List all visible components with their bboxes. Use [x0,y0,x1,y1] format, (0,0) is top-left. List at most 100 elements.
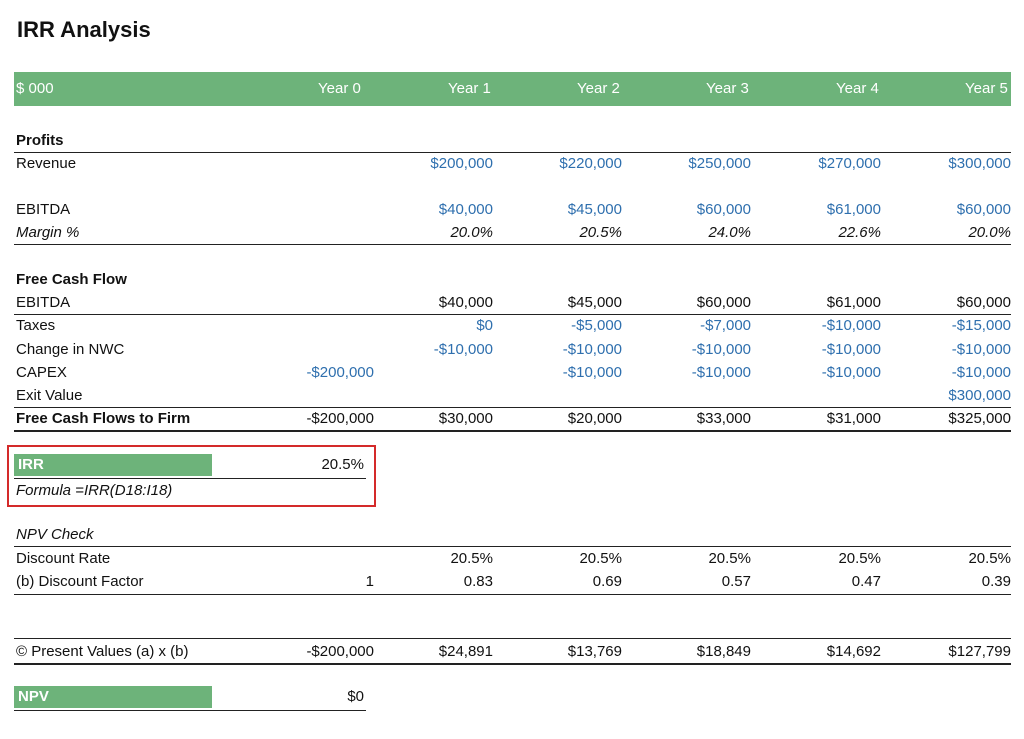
page-title: IRR Analysis [17,17,151,42]
cell: 0.39 [981,573,1011,590]
npv-value: $0 [347,688,364,705]
irr-label: IRR [14,454,212,476]
row-label: Discount Rate [16,550,111,567]
fcf-section-row: Free Cash Flow [14,268,1011,291]
cell: -$10,000 [951,364,1011,381]
nwc-row: Change in NWC -$10,000 -$10,000 -$10,000… [14,338,1011,361]
irr-formula: Formula =IRR(D18:I18) [16,482,173,499]
cell: -$200,000 [306,410,374,427]
cell: -$10,000 [433,341,493,358]
cell: $61,000 [826,201,881,218]
cell: $325,000 [948,410,1011,427]
ebitda-row: EBITDA $40,000 $45,000 $60,000 $61,000 $… [14,198,1011,221]
units-label: $ 000 [16,80,54,97]
row-label: Exit Value [16,387,83,404]
cell: -$200,000 [306,364,374,381]
cell: 0.69 [592,573,622,590]
irr-formula-row: Formula =IRR(D18:I18) [14,479,366,502]
cell: $31,000 [826,410,881,427]
cell: $60,000 [956,294,1011,311]
cell: $40,000 [438,201,493,218]
row-label: (b) Discount Factor [16,573,144,590]
cell: -$5,000 [571,317,622,334]
cell: -$10,000 [951,341,1011,358]
cell: -$10,000 [821,317,881,334]
cell: -$15,000 [951,317,1011,334]
cell: -$7,000 [700,317,751,334]
cell: $45,000 [567,201,622,218]
cell: $127,799 [948,643,1011,660]
cell: $24,891 [438,643,493,660]
year-0-header: Year 0 [318,80,361,97]
npv-check-title: NPV Check [16,526,94,543]
discount-rate-row: Discount Rate 20.5% 20.5% 20.5% 20.5% 20… [14,547,1011,570]
row-label: EBITDA [16,294,71,311]
year-2-header: Year 2 [577,80,620,97]
cell: -$10,000 [562,341,622,358]
row-label: CAPEX [16,364,67,381]
cell: 20.5% [579,550,622,567]
cell: 20.5% [708,550,751,567]
cell: -$10,000 [691,364,751,381]
row-label: Free Cash Flows to Firm [16,410,191,427]
cell: -$10,000 [821,341,881,358]
year-5-header: Year 5 [965,80,1008,97]
profits-section-row: Profits [14,129,1011,153]
cell: 20.0% [968,224,1011,241]
cell: $33,000 [696,410,751,427]
cell: 0.47 [851,573,881,590]
cell: 20.5% [968,550,1011,567]
row-label: Margin % [16,224,80,241]
cell: $45,000 [567,294,622,311]
cell: -$10,000 [821,364,881,381]
cell: 1 [365,573,374,590]
cell: $30,000 [438,410,493,427]
cell: $300,000 [948,387,1011,404]
irr-value: 20.5% [321,456,364,473]
present-values-row: © Present Values (a) x (b) -$200,000 $24… [14,640,1011,665]
cell: 20.5% [579,224,622,241]
cell: 20.0% [450,224,493,241]
fcf-total-row: Free Cash Flows to Firm -$200,000 $30,00… [14,407,1011,432]
cell: 22.6% [838,224,881,241]
fcf-ebitda-row: EBITDA $40,000 $45,000 $60,000 $61,000 $… [14,291,1011,315]
taxes-row: Taxes $0 -$5,000 -$7,000 -$10,000 -$15,0… [14,314,1011,337]
npv-underline [14,710,366,711]
cell: $0 [476,317,493,334]
npv-check-section-row: NPV Check [14,523,1011,547]
capex-row: CAPEX -$200,000 -$10,000 -$10,000 -$10,0… [14,361,1011,384]
revenue-row: Revenue $200,000 $220,000 $250,000 $270,… [14,152,1011,175]
cell: $61,000 [826,294,881,311]
margin-row: Margin % 20.0% 20.5% 24.0% 22.6% 20.0% [14,221,1011,245]
pv-top-divider [14,638,1011,639]
cell: -$200,000 [306,643,374,660]
row-label: Change in NWC [16,341,125,358]
cell: 0.83 [463,573,493,590]
cell: $250,000 [688,155,751,172]
row-label: Revenue [16,155,77,172]
cell: 0.57 [721,573,751,590]
profits-section-title: Profits [16,132,64,149]
year-4-header: Year 4 [836,80,879,97]
year-1-header: Year 1 [448,80,491,97]
header-band: $ 000 Year 0 Year 1 Year 2 Year 3 Year 4… [14,72,1011,106]
npv-label: NPV [14,686,212,708]
cell: $13,769 [567,643,622,660]
year-3-header: Year 3 [706,80,749,97]
cell: $60,000 [696,294,751,311]
irr-highlight-box [7,445,376,507]
cell: $14,692 [826,643,881,660]
factor-divider [14,594,1011,595]
cell: $270,000 [818,155,881,172]
cell: 20.5% [450,550,493,567]
discount-factor-row: (b) Discount Factor 1 0.83 0.69 0.57 0.4… [14,570,1011,593]
cell: $20,000 [567,410,622,427]
cell: $40,000 [438,294,493,311]
cell: 20.5% [838,550,881,567]
cell: $60,000 [696,201,751,218]
cell: $18,849 [696,643,751,660]
cell: $300,000 [948,155,1011,172]
exit-value-row: Exit Value $300,000 [14,384,1011,408]
irr-divider [14,478,366,479]
cell: -$10,000 [562,364,622,381]
